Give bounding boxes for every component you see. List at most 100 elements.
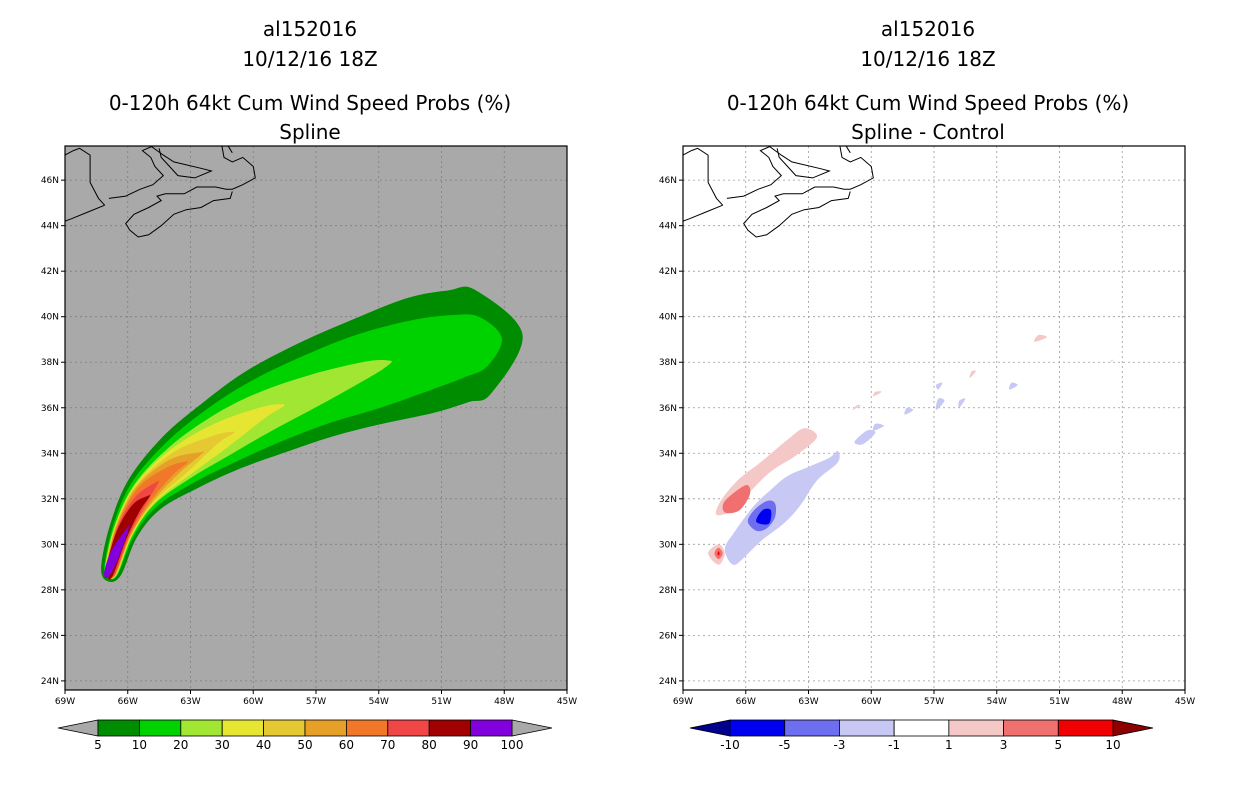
colorbar-segment [948,719,1004,737]
y-tick-label: 36N [41,404,59,414]
y-tick-label: 34N [659,449,677,459]
diff-contour-neg1 [1008,382,1018,390]
y-tick-label: 32N [659,495,677,505]
x-tick-label: 45W [557,697,577,707]
colorbar-label: 3 [1000,738,1008,752]
coastline-segment [227,146,233,154]
coastline-segment [65,147,106,206]
diff-contour-pos1 [1109,359,1114,363]
colorbar-under-arrow [57,719,99,737]
axis-ticks: 69W 66W 63W 60W 57W 54W 51W 48W 45W 24N 26N 28N 30N 3… [41,176,577,707]
colorbar-label: 20 [173,738,188,752]
map-contents [683,146,1185,690]
y-tick-label: 40N [41,313,59,323]
x-tick-label: 57W [924,697,944,707]
colorbar-segment [387,719,430,737]
diff-contour-neg5 [756,508,772,525]
y-tick-label: 46N [41,176,59,186]
coastline-segment [150,146,213,179]
left-chart-title: 0-120h 64kt Cum Wind Speed Probs (%) [109,91,511,115]
left-panel-titles: al152016 10/12/16 18Z 0-120h 64kt Cum Wi… [109,17,511,144]
colorbar-segment [180,719,223,737]
map-contents [65,146,567,690]
colorbar-segment [345,719,389,737]
colorbar-label: 10 [1105,738,1120,752]
left-storm-id: al152016 [263,17,357,41]
colorbar-segment [221,719,264,737]
contour-90 [103,525,130,578]
colorbar-label: 60 [339,738,354,752]
colorbar-label: 5 [94,738,102,752]
right-map-panel: 69W 66W 63W 60W 57W 54W 51W 48W 45W 24N 26N 28N 30N 3… [659,145,1195,752]
colorbar-segment [839,719,895,737]
colorbar-segment [470,719,513,737]
y-tick-label: 44N [41,222,59,232]
diff-contour-pos1 [969,370,976,379]
x-tick-label: 54W [987,697,1007,707]
x-tick-label: 51W [431,697,451,707]
left-map-panel: 69W 66W 63W 60W 57W 54W 51W 48W 45W 24N 26N 28N 30N 3… [41,145,577,752]
x-tick-label: 48W [1112,697,1132,707]
diff-contour-neg1 [872,423,884,431]
colorbar-label: 40 [256,738,271,752]
diff-contour-pos5 [717,551,720,556]
y-tick-label: 34N [41,449,59,459]
colorbar: 5 10 20 30 40 50 60 70 80 90 100 [57,719,553,752]
colorbar-label: 70 [380,738,395,752]
coastline-segment [108,146,165,199]
colorbar-label: 100 [501,738,524,752]
diff-contour-pos3 [722,484,751,514]
x-tick-label: 54W [369,697,389,707]
y-tick-label: 44N [659,222,677,232]
colorbar-label: 50 [297,738,312,752]
diff-contour-pos1 [1034,334,1048,342]
colorbar-label: -5 [779,738,791,752]
y-tick-label: 24N [659,677,677,687]
y-tick-label: 46N [659,176,677,186]
colorbar-under-arrow [689,719,731,737]
x-tick-label: 66W [118,697,138,707]
left-chart-subtitle: Spline [279,120,340,144]
y-tick-label: 30N [41,540,59,550]
diff-contour-pos1 [872,391,882,397]
right-panel-titles: al152016 10/12/16 18Z 0-120h 64kt Cum Wi… [727,17,1129,144]
colorbar-segment [97,719,140,737]
coastline-segment [65,204,105,222]
colorbar-segment [428,719,472,737]
x-tick-label: 69W [55,697,75,707]
diff-contour-neg1 [935,398,945,411]
x-tick-label: 63W [798,697,818,707]
coastline-segment [743,146,874,238]
colorbar-segment [729,719,786,737]
colorbar-over-arrow [511,719,553,737]
coastline-segment [683,147,724,206]
x-tick-label: 48W [494,697,514,707]
colorbar-label: 90 [463,738,478,752]
colorbar-segment [1057,719,1114,737]
map-panels: 69W 66W 63W 60W 57W 54W 51W 48W 45W 24N 26N 28N 30N 3… [41,145,1195,752]
y-tick-label: 42N [41,267,59,277]
x-tick-label: 51W [1049,697,1069,707]
y-tick-label: 28N [659,586,677,596]
y-tick-label: 32N [41,495,59,505]
colorbar-segment [304,719,347,737]
left-datetime: 10/12/16 18Z [242,47,377,71]
coastline-segment [125,146,256,238]
colorbar-over-arrow [1112,719,1154,737]
coastline-segment [683,204,723,222]
x-tick-label: 69W [673,697,693,707]
colorbar-segment [138,719,182,737]
colorbar-segment [893,719,950,737]
coastline-segment [845,146,851,154]
right-datetime: 10/12/16 18Z [860,47,995,71]
right-chart-title: 0-120h 64kt Cum Wind Speed Probs (%) [727,91,1129,115]
colorbar-label: 10 [132,738,147,752]
coastline [683,146,874,238]
y-tick-label: 26N [41,631,59,641]
colorbar: -10 -5 -3 -1 1 3 5 10 [689,719,1154,752]
right-storm-id: al152016 [881,17,975,41]
axis-ticks: 69W 66W 63W 60W 57W 54W 51W 48W 45W 24N 26N 28N 30N 3… [659,176,1195,707]
colorbar-label: 5 [1054,738,1062,752]
